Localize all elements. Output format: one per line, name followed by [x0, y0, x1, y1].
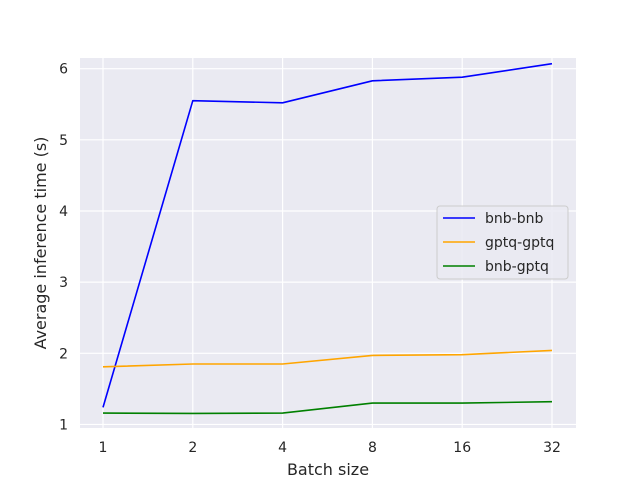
x-tick-label: 16 — [453, 440, 471, 456]
series-line-gptq-gptq — [102, 349, 553, 368]
y-tick-label: 5 — [59, 133, 68, 149]
series-group — [102, 62, 553, 415]
x-axis-ticks: 1 2 4 8 16 32 — [99, 440, 561, 456]
y-axis-ticks: 1 2 3 4 5 6 — [59, 62, 68, 434]
x-tick-label: 2 — [188, 440, 197, 456]
y-tick-label: 2 — [59, 346, 68, 362]
y-tick-label: 4 — [59, 204, 68, 220]
x-tick-label: 1 — [99, 440, 108, 456]
legend-label: bnb-bnb — [485, 211, 543, 227]
series-line-bnb-gptq — [102, 400, 553, 415]
x-tick-label: 8 — [368, 440, 377, 456]
y-tick-label: 6 — [59, 62, 68, 78]
y-tick-label: 1 — [59, 417, 68, 433]
legend-label: bnb-gptq — [485, 259, 549, 275]
legend-label: gptq-gptq — [485, 235, 554, 251]
legend: bnb-bnb gptq-gptq bnb-gptq — [436, 205, 569, 280]
x-tick-label: 32 — [543, 440, 561, 456]
y-tick-label: 3 — [59, 275, 68, 291]
legend-box — [436, 205, 569, 280]
x-axis-label: Batch size — [287, 460, 369, 479]
series-line-bnb-bnb — [102, 62, 553, 408]
x-tick-label: 4 — [278, 440, 287, 456]
y-axis-label: Average inference time (s) — [31, 137, 50, 350]
